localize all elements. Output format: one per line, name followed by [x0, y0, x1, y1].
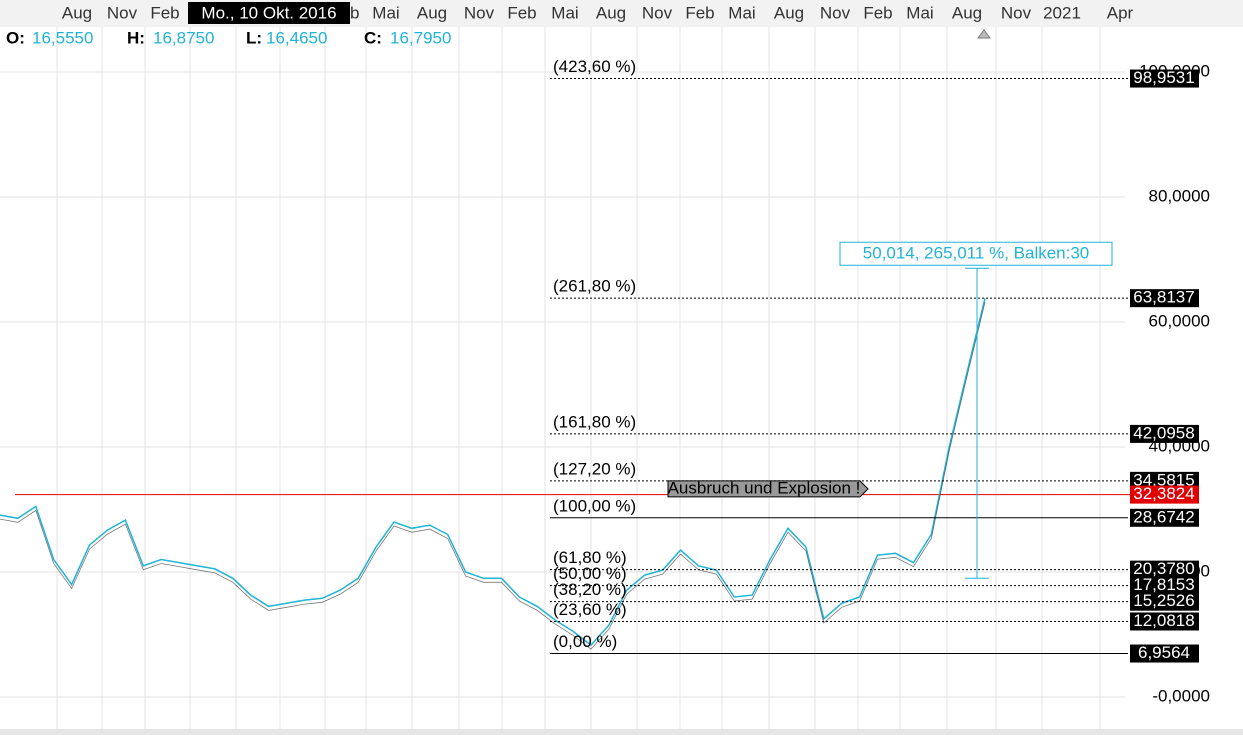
x-tick-label: 2021 [1043, 3, 1081, 22]
fib-label: (38,20 %) [553, 580, 627, 599]
fib-label: (261,80 %) [553, 277, 636, 296]
fib-label: (423,60 %) [553, 57, 636, 76]
price-label-box [1130, 471, 1199, 490]
x-tick-label: Nov [107, 3, 138, 22]
price-label: 6,9564 [1138, 643, 1190, 662]
price-line [0, 298, 986, 647]
fib-label: (23,60 %) [553, 600, 627, 619]
y-tick-label: -0,0000 [1152, 686, 1210, 705]
x-tick-label: Nov [464, 3, 495, 22]
y-tick-label: 60,0000 [1149, 311, 1210, 330]
x-tick-label: Mai [728, 3, 755, 22]
ohlc-label: O: [6, 28, 25, 47]
price-label: 17,8153 [1133, 575, 1194, 594]
x-tick-label: Mai [551, 3, 578, 22]
price-label: 63,8137 [1133, 288, 1194, 307]
price-label-box [1130, 424, 1199, 443]
bottom-bar [0, 729, 1243, 735]
price-label: 20,3780 [1133, 559, 1194, 578]
x-tick-label: Aug [952, 3, 982, 22]
x-tick-label: Aug [596, 3, 626, 22]
fib-label: (61,80 %) [553, 548, 627, 567]
red-price-label: 32,3824 [1133, 484, 1194, 503]
price-label: 12,0818 [1133, 611, 1194, 630]
x-tick-label: Aug [62, 3, 92, 22]
annotation-box [667, 480, 869, 498]
y-tick-label: 80,0000 [1149, 186, 1210, 205]
fib-label: (161,80 %) [553, 412, 636, 431]
ohlc-value: 16,5550 [32, 28, 93, 47]
ohlc-label: H: [127, 28, 145, 47]
x-tick-label: Mai [372, 3, 399, 22]
ohlc-value: 16,7950 [390, 28, 451, 47]
red-price-label-box [1130, 485, 1199, 504]
price-label-box [1130, 612, 1199, 631]
x-tick-label: Feb [685, 3, 714, 22]
price-shadow [0, 302, 986, 650]
price-label-box [1130, 576, 1199, 595]
crosshair-date: Mo., 10 Okt. 2016 [201, 3, 336, 22]
price-label: 34,5815 [1133, 470, 1194, 489]
x-tick-label: Apr [1107, 3, 1134, 22]
x-tick-label: b [350, 3, 359, 22]
x-tick-label: Aug [774, 3, 804, 22]
annotation-text: Ausbruch und Explosion ! [668, 478, 861, 497]
ohlc-label: L: [246, 28, 262, 47]
price-label: 42,0958 [1133, 423, 1194, 442]
x-tick-label: Feb [150, 3, 179, 22]
x-tick-label: Nov [642, 3, 673, 22]
price-label: 28,6742 [1133, 507, 1194, 526]
price-label-box [1130, 592, 1199, 611]
ohlc-value: 16,8750 [153, 28, 214, 47]
ohlc-label: C: [364, 28, 382, 47]
price-label-box [1130, 69, 1199, 88]
fib-label: (127,20 %) [553, 459, 636, 478]
price-label-box [1130, 289, 1199, 308]
price-label-box [1130, 644, 1199, 663]
x-tick-label: Mai [906, 3, 933, 22]
measure-text: 50,014, 265,011 %, Balken:30 [863, 244, 1090, 263]
scroll-marker [977, 29, 991, 39]
price-label: 98,9531 [1133, 68, 1194, 87]
price-label-box [1130, 508, 1199, 527]
fib-label: (0,00 %) [553, 632, 617, 651]
x-tick-label: Feb [507, 3, 536, 22]
x-tick-label: Nov [820, 3, 851, 22]
ohlc-value: 16,4650 [266, 28, 327, 47]
x-tick-label: Nov [1001, 3, 1032, 22]
measure-box [839, 241, 1113, 266]
price-label-box [1130, 560, 1199, 579]
fib-label: (100,00 %) [553, 496, 636, 515]
fib-label: (50,00 %) [553, 564, 627, 583]
x-tick-label: Feb [863, 3, 892, 22]
x-tick-label: Aug [417, 3, 447, 22]
crosshair-date-box [188, 2, 350, 24]
price-label: 15,2526 [1133, 591, 1194, 610]
